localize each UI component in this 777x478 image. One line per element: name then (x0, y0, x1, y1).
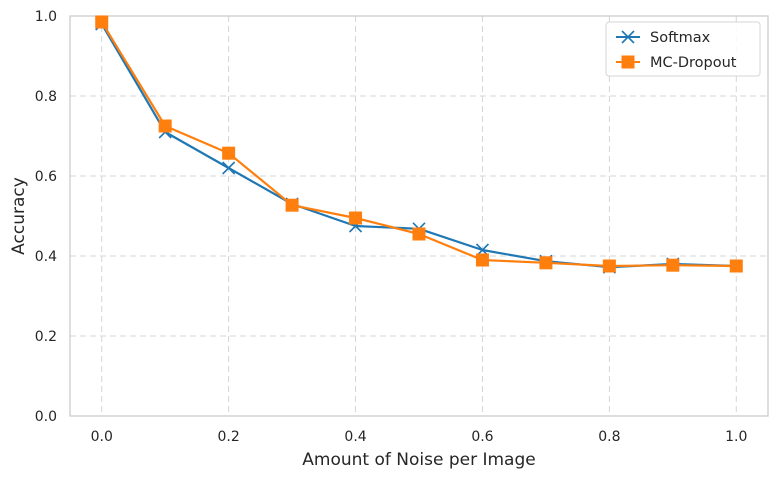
legend-label-softmax: Softmax (650, 30, 711, 46)
legend-marker-softmax (621, 30, 635, 44)
data-point-mc-dropout (729, 259, 743, 273)
data-point-mc-dropout (666, 258, 680, 272)
x-tick-label: 0.4 (344, 429, 366, 445)
data-point-mc-dropout (349, 211, 363, 225)
y-tick-label: 0.8 (35, 89, 57, 105)
series-layer (95, 15, 743, 274)
data-point-mc-dropout (158, 119, 172, 133)
series-mc-dropout (95, 15, 743, 273)
data-point-mc-dropout (95, 15, 109, 29)
data-point-mc-dropout (285, 198, 299, 212)
x-tick-label: 1.0 (725, 429, 747, 445)
data-point-softmax (222, 161, 236, 175)
x-tick-label: 0.2 (218, 429, 240, 445)
legend: Softmax MC-Dropout (605, 21, 761, 77)
legend-box (605, 21, 761, 77)
y-tick-label: 1.0 (35, 9, 57, 25)
legend-marker-mc-dropout (621, 55, 635, 69)
y-tick-labels: 0.0 0.2 0.4 0.6 0.8 1.0 (35, 9, 57, 425)
x-axis-label: Amount of Noise per Image (302, 450, 535, 470)
x-tick-label: 0.8 (598, 429, 620, 445)
legend-label-mc-dropout: MC-Dropout (650, 55, 737, 71)
data-point-mc-dropout (222, 146, 236, 160)
data-point-mc-dropout (602, 259, 616, 273)
y-tick-label: 0.6 (35, 169, 57, 185)
legend-marker-mc-dropout (621, 55, 635, 69)
data-point-mc-dropout (412, 227, 426, 241)
y-axis-label: Accuracy (9, 177, 29, 255)
data-point-mc-dropout (475, 253, 489, 267)
x-tick-label: 0.6 (471, 429, 493, 445)
x-tick-label: 0.0 (91, 429, 113, 445)
y-tick-label: 0.2 (35, 329, 57, 345)
data-point-mc-dropout (539, 256, 553, 270)
legend-marker-softmax (621, 30, 635, 44)
plot-frame (69, 15, 769, 417)
plot-background (70, 16, 768, 416)
y-tick-label: 0.4 (35, 249, 57, 265)
x-tick-labels: 0.0 0.2 0.4 0.6 0.8 1.0 (91, 429, 748, 445)
y-tick-label: 0.0 (35, 409, 57, 425)
